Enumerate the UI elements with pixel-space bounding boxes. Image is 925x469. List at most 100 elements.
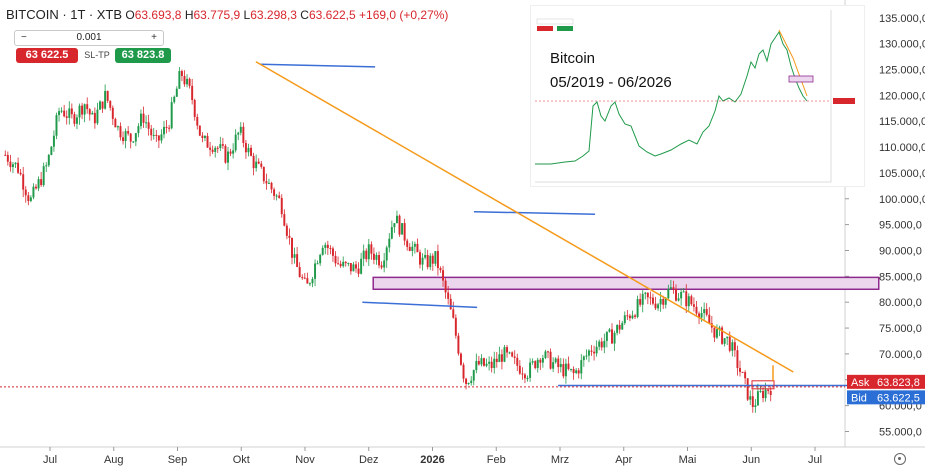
candle-body [746,378,749,400]
candle-body [152,134,155,136]
candle-body [188,78,191,86]
candle-body [316,263,319,265]
candle-body [767,389,770,391]
candle-body [214,147,217,152]
candle-body [756,391,759,406]
minus-icon[interactable]: − [21,32,27,43]
candle-body [257,161,260,164]
candle-body [613,332,616,344]
inset-zone [788,75,814,83]
candle-body [398,215,401,235]
candle-body [303,277,306,279]
candle-body [493,358,496,369]
candle-body [411,246,414,251]
candle-body [275,195,278,197]
y-tick-label: 85.000,0 [879,271,922,283]
candle-body [147,122,150,129]
y-tick-label: 80.000,0 [879,297,922,309]
plus-icon[interactable]: + [151,32,157,43]
bid-tag [847,390,925,405]
candle-body [472,370,475,381]
quantity-stepper[interactable]: − 0.001 + [14,30,164,46]
candle-body [495,358,498,363]
candle-body [237,132,240,135]
candle-body [547,351,549,353]
candle-body [116,126,119,128]
candle-body [244,142,247,153]
candle-body [616,324,619,333]
candle-body [636,299,639,317]
candle-body [449,298,452,310]
candle-body [68,108,71,118]
candle-body [247,147,250,153]
candle-body [311,278,314,284]
candle-body [127,131,130,134]
candle-body [390,227,393,239]
candle-body [124,131,127,142]
candle-body [383,260,386,268]
candle-body [270,182,273,190]
candle-body [47,154,50,166]
candle-body [580,360,583,374]
candle-body [337,263,340,265]
candle-body [559,364,562,368]
candle-body [339,263,342,267]
candle-body [29,197,32,201]
candle-body [393,223,396,228]
buy-button[interactable]: 63 823.8 [115,48,171,63]
candle-body [649,297,652,299]
candle-body [22,174,25,190]
candle-body [736,350,739,368]
x-tick-label: Mrz [551,454,569,466]
candle-body [308,283,311,285]
candle-body [485,363,488,366]
candle-body [198,125,201,136]
candle-body [209,147,212,150]
candle-body [749,396,752,400]
candle-body [55,115,58,136]
candle-body [298,266,301,278]
candle-body [557,358,560,368]
candle-body [406,240,409,247]
x-tick-label: Dez [359,454,379,466]
candle-body [731,342,734,351]
candle-body [403,223,406,241]
inset-legend-buy [557,26,573,31]
sell-button[interactable]: 63 622.5 [16,48,78,63]
candle-body [163,126,165,135]
candle-body [572,368,575,374]
candle-body [726,336,729,339]
candle-body [349,263,352,272]
candle-body [58,111,61,116]
candle-body [63,110,66,117]
candle-body [480,358,483,365]
candle-body [91,112,94,115]
quantity-value[interactable]: 0.001 [76,32,102,43]
candle-body [672,287,675,290]
candle-body [639,299,642,305]
candle-body [365,250,368,260]
candle-body [193,100,196,117]
candle-body [664,298,667,305]
inset-title: Bitcoin [550,50,596,67]
candle-body [462,364,465,379]
candle-body [27,195,30,201]
candle-body [111,107,114,119]
y-tick-label: 75.000,0 [879,323,922,335]
candle-body [677,298,680,301]
candle-body [70,108,73,115]
gear-icon[interactable] [894,453,906,465]
low-value: 63.298,3 [250,8,297,22]
sl-tp-button[interactable]: SL-TP [84,50,110,60]
y-tick-label: 100.000,0 [879,194,925,206]
candle-body [109,100,112,108]
candle-body [483,358,485,366]
candle-body [498,354,501,363]
x-tick-label: Jul [808,454,822,466]
candle-body [347,263,350,265]
candle-body [234,134,237,151]
candle-body [539,359,542,363]
candle-body [434,251,437,264]
candle-body [114,118,117,128]
